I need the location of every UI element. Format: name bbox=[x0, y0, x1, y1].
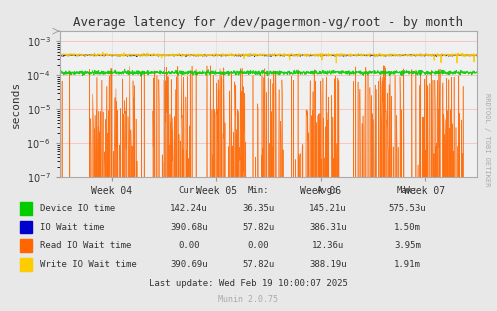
Text: 57.82u: 57.82u bbox=[243, 260, 274, 269]
Text: 12.36u: 12.36u bbox=[312, 241, 344, 250]
Text: 1.50m: 1.50m bbox=[394, 223, 421, 231]
Text: Last update: Wed Feb 19 10:00:07 2025: Last update: Wed Feb 19 10:00:07 2025 bbox=[149, 279, 348, 288]
Text: Munin 2.0.75: Munin 2.0.75 bbox=[219, 295, 278, 304]
Text: 145.21u: 145.21u bbox=[309, 204, 347, 213]
Text: Max:: Max: bbox=[397, 186, 418, 195]
Text: 390.69u: 390.69u bbox=[170, 260, 208, 269]
Text: 57.82u: 57.82u bbox=[243, 223, 274, 231]
Text: Avg:: Avg: bbox=[317, 186, 339, 195]
Title: Average latency for /dev/pagermon-vg/root - by month: Average latency for /dev/pagermon-vg/roo… bbox=[74, 16, 463, 29]
Text: Device IO time: Device IO time bbox=[40, 204, 115, 213]
Text: 575.53u: 575.53u bbox=[389, 204, 426, 213]
Text: 142.24u: 142.24u bbox=[170, 204, 208, 213]
Text: RRDTOOL / TOBI OETIKER: RRDTOOL / TOBI OETIKER bbox=[484, 93, 490, 187]
Text: 390.68u: 390.68u bbox=[170, 223, 208, 231]
Text: 0.00: 0.00 bbox=[248, 241, 269, 250]
Text: 388.19u: 388.19u bbox=[309, 260, 347, 269]
Text: IO Wait time: IO Wait time bbox=[40, 223, 104, 231]
Text: 36.35u: 36.35u bbox=[243, 204, 274, 213]
Text: Read IO Wait time: Read IO Wait time bbox=[40, 241, 131, 250]
Text: 386.31u: 386.31u bbox=[309, 223, 347, 231]
Text: Min:: Min: bbox=[248, 186, 269, 195]
Text: 1.91m: 1.91m bbox=[394, 260, 421, 269]
Text: 0.00: 0.00 bbox=[178, 241, 200, 250]
Text: Cur:: Cur: bbox=[178, 186, 200, 195]
Text: 3.95m: 3.95m bbox=[394, 241, 421, 250]
Y-axis label: seconds: seconds bbox=[11, 81, 21, 128]
Text: Write IO Wait time: Write IO Wait time bbox=[40, 260, 137, 269]
